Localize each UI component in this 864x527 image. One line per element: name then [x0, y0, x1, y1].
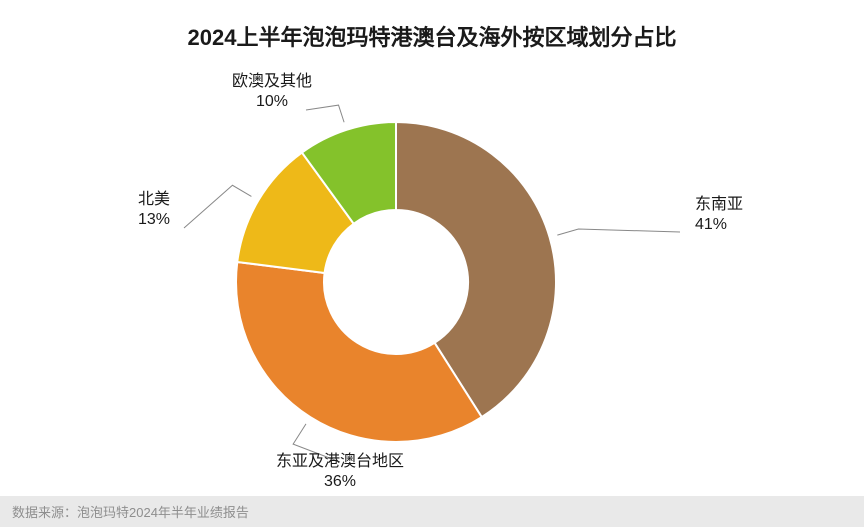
- slice-label-2: 北美13%: [138, 190, 170, 230]
- donut-chart: [0, 0, 864, 527]
- slice-label-0: 东南亚41%: [695, 195, 743, 235]
- data-source-text: 数据来源：泡泡玛特2024年半年业绩报告: [12, 505, 249, 520]
- slice-label-name-0: 东南亚: [695, 195, 743, 215]
- slice-label-pct-3: 10%: [232, 92, 312, 112]
- chart-container: 2024上半年泡泡玛特港澳台及海外按区域划分占比 东南亚41%东亚及港澳台地区3…: [0, 0, 864, 527]
- slice-label-pct-0: 41%: [695, 215, 743, 235]
- slice-label-name-2: 北美: [138, 190, 170, 210]
- slice-label-pct-2: 13%: [138, 210, 170, 230]
- donut-slices: [236, 122, 556, 442]
- slice-label-1: 东亚及港澳台地区36%: [276, 452, 404, 492]
- slice-label-name-3: 欧澳及其他: [232, 72, 312, 92]
- leader-0: [557, 229, 680, 235]
- data-source-footer: 数据来源：泡泡玛特2024年半年业绩报告: [0, 496, 864, 527]
- slice-label-3: 欧澳及其他10%: [232, 72, 312, 112]
- leader-2: [184, 185, 251, 228]
- slice-label-pct-1: 36%: [276, 472, 404, 492]
- donut-hole: [324, 210, 468, 354]
- slice-label-name-1: 东亚及港澳台地区: [276, 452, 404, 472]
